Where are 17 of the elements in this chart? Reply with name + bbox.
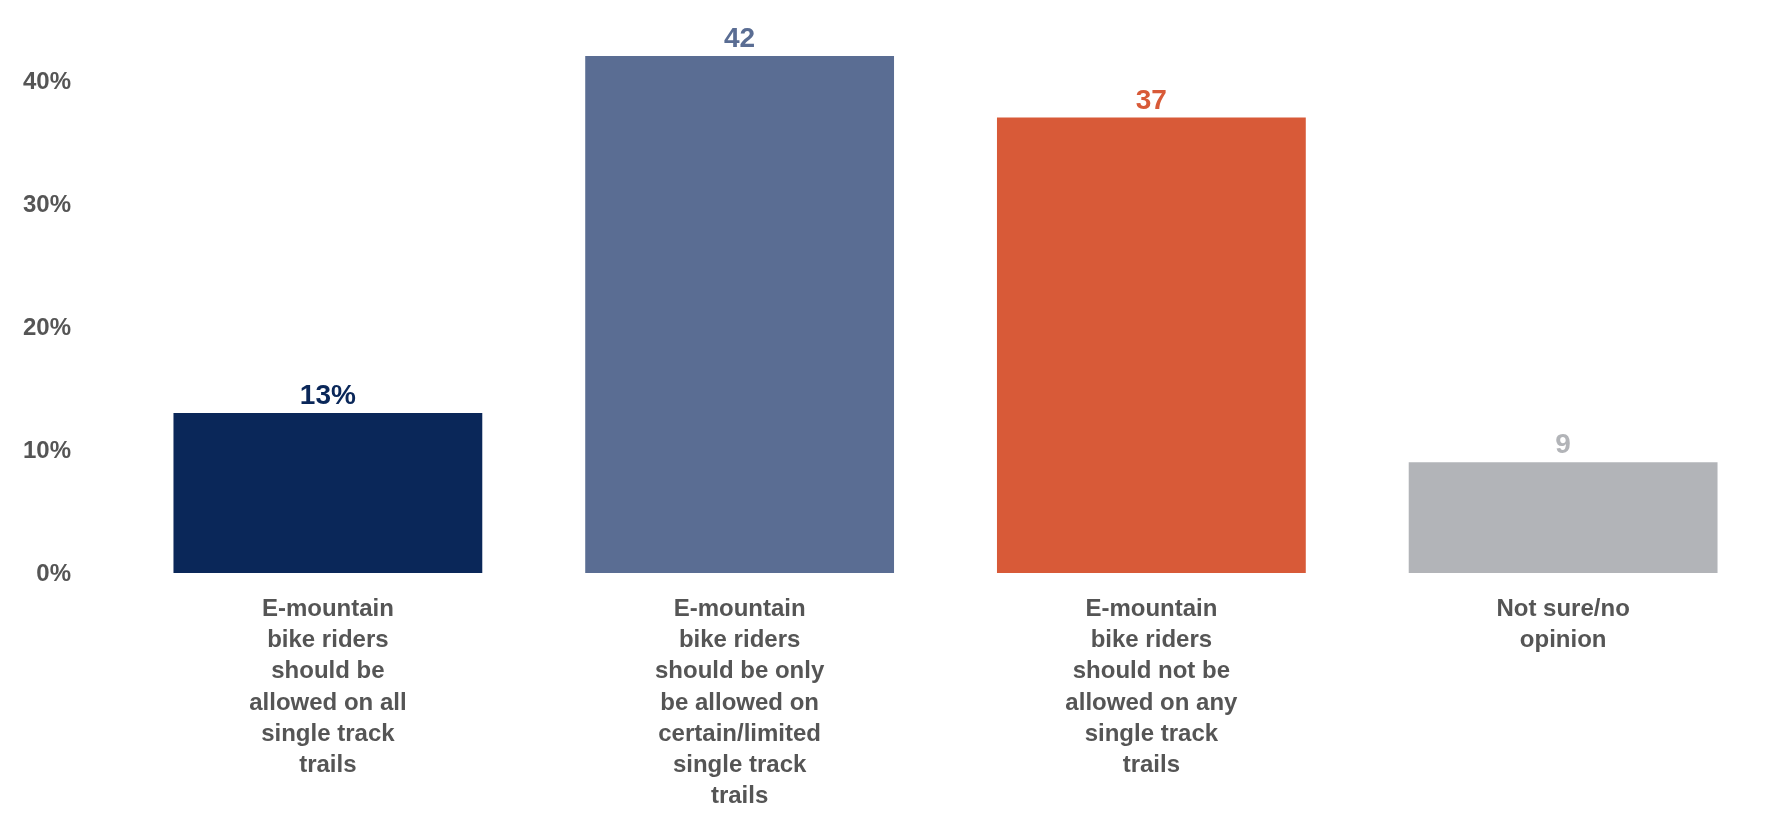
y-tick-label: 0% bbox=[36, 559, 71, 587]
data-label: 9 bbox=[1555, 428, 1571, 460]
x-tick-label: E-mountain bike riders should be allowed on all single track trails bbox=[249, 594, 407, 777]
y-tick-label: 10% bbox=[22, 436, 71, 464]
data-label: 37 bbox=[1135, 83, 1167, 115]
x-tick-label: E-mountain bike riders should not be allowed on any single track trails bbox=[1065, 594, 1239, 777]
x-tick-label: Not sure/no opinion bbox=[1496, 594, 1630, 653]
bar bbox=[1408, 462, 1718, 573]
bar bbox=[996, 117, 1306, 573]
y-tick-label: 40% bbox=[22, 67, 71, 95]
data-label: 42 bbox=[724, 22, 756, 53]
bar bbox=[173, 412, 483, 573]
data-label: 13% bbox=[299, 378, 356, 410]
y-tick-label: 30% bbox=[22, 190, 71, 218]
bar bbox=[585, 56, 895, 573]
y-tick-label: 20% bbox=[22, 313, 71, 341]
x-tick-label: E-mountain bike riders should be only be allowed on certain/limited single track trails bbox=[654, 594, 825, 809]
